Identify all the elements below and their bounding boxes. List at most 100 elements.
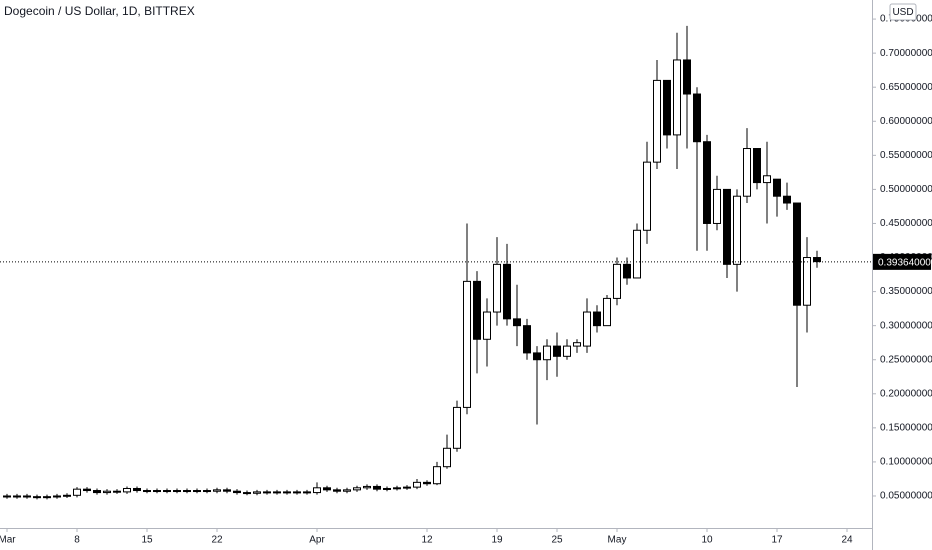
candle-body [153,490,161,493]
candle-body [393,487,401,490]
last-price-label: 0.39364000 [878,258,931,269]
y-tick-label: 0.30000000 [880,320,932,331]
candle-body [443,447,451,468]
candle-body [493,263,501,313]
currency-box[interactable] [889,3,917,21]
last-price-box [873,253,931,270]
candle-body [623,263,631,279]
candle-body [3,495,11,498]
candle-body [333,489,341,492]
candle-body [603,297,611,327]
candle-body [703,141,711,224]
candle-body [253,491,261,494]
x-tick-label: 22 [211,535,223,546]
candle-body [23,495,31,498]
y-tick-label: 0.45000000 [880,218,932,229]
x-tick-label: 12 [421,535,433,546]
candle-body [213,489,221,492]
candle-body [583,311,591,347]
candle-body [43,496,51,499]
candle-body [453,406,461,449]
candle-body [753,148,761,184]
candle-body [423,481,431,485]
y-tick-label: 0.35000000 [880,286,932,297]
candle-body [563,345,571,357]
y-tick-label: 0.10000000 [880,457,932,468]
x-tick-label: May [608,535,627,546]
x-tick-label: Apr [309,535,325,546]
candle-body [543,345,551,361]
candle-body [633,229,641,279]
candle-body [723,188,731,265]
candle-body [63,494,71,497]
y-tick-label: 0.70000000 [880,48,932,59]
y-tick-label: 0.55000000 [880,150,932,161]
candle-body [653,79,661,163]
candle-body [73,488,81,496]
y-tick-label: 0.65000000 [880,82,932,93]
candle-body [33,496,41,499]
candle-body [113,490,121,493]
candle-body [783,195,791,204]
candle-body [93,490,101,494]
candle-body [573,342,581,347]
y-tick-label: 0.25000000 [880,354,932,365]
x-tick-label: 17 [771,535,783,546]
candle-body [673,59,681,136]
y-tick-label: 0.20000000 [880,388,932,399]
candle-body [523,325,531,354]
candle-body [733,195,741,265]
candle-body [773,178,781,197]
candle-body [203,490,211,493]
candle-body [193,490,201,493]
candle-body [463,280,471,408]
y-tick-label: 0.05000000 [880,491,932,502]
candle-body [353,487,361,491]
candle-body [283,491,291,494]
candle-body [293,491,301,494]
x-tick-label: 19 [491,535,503,546]
candle-body [793,202,801,306]
candle-body [123,487,131,493]
candle-body [413,481,421,488]
candle-body [273,491,281,494]
currency-label[interactable]: USD [892,7,913,18]
plot [0,25,872,500]
candle-body [323,487,331,491]
candle-body [163,490,171,493]
candle-body [403,486,411,489]
candle-body [593,311,601,327]
candle-body [13,495,21,498]
candle-body [53,495,61,498]
y-tick-label: 0.60000000 [880,116,932,127]
x-tick-label: 8 [74,535,80,546]
candle-body [763,175,771,184]
x-tick-label: 15 [141,535,153,546]
y-tick-label: 0.15000000 [880,422,932,433]
candle-body [143,490,151,493]
candle-body [683,59,691,95]
candle-body [503,263,511,320]
candle-body [383,487,391,490]
candle-body [473,280,481,340]
candle-body [183,490,191,493]
candle-body [553,345,561,357]
candle-body [83,488,91,492]
candle-body [303,491,311,494]
candle-body [663,79,671,136]
candle-body [433,466,441,485]
candle-body [813,257,821,263]
candle-body [313,487,321,494]
candle-body [103,490,111,494]
candle-body [713,188,721,224]
candle-body [613,263,621,299]
candle-body [263,491,271,494]
candle-body [373,485,381,490]
candle-body [363,485,371,489]
candle-body [533,352,541,361]
candle-body [223,489,231,492]
chart-title: Dogecoin / US Dollar, 1D, BITTREX [4,4,195,18]
